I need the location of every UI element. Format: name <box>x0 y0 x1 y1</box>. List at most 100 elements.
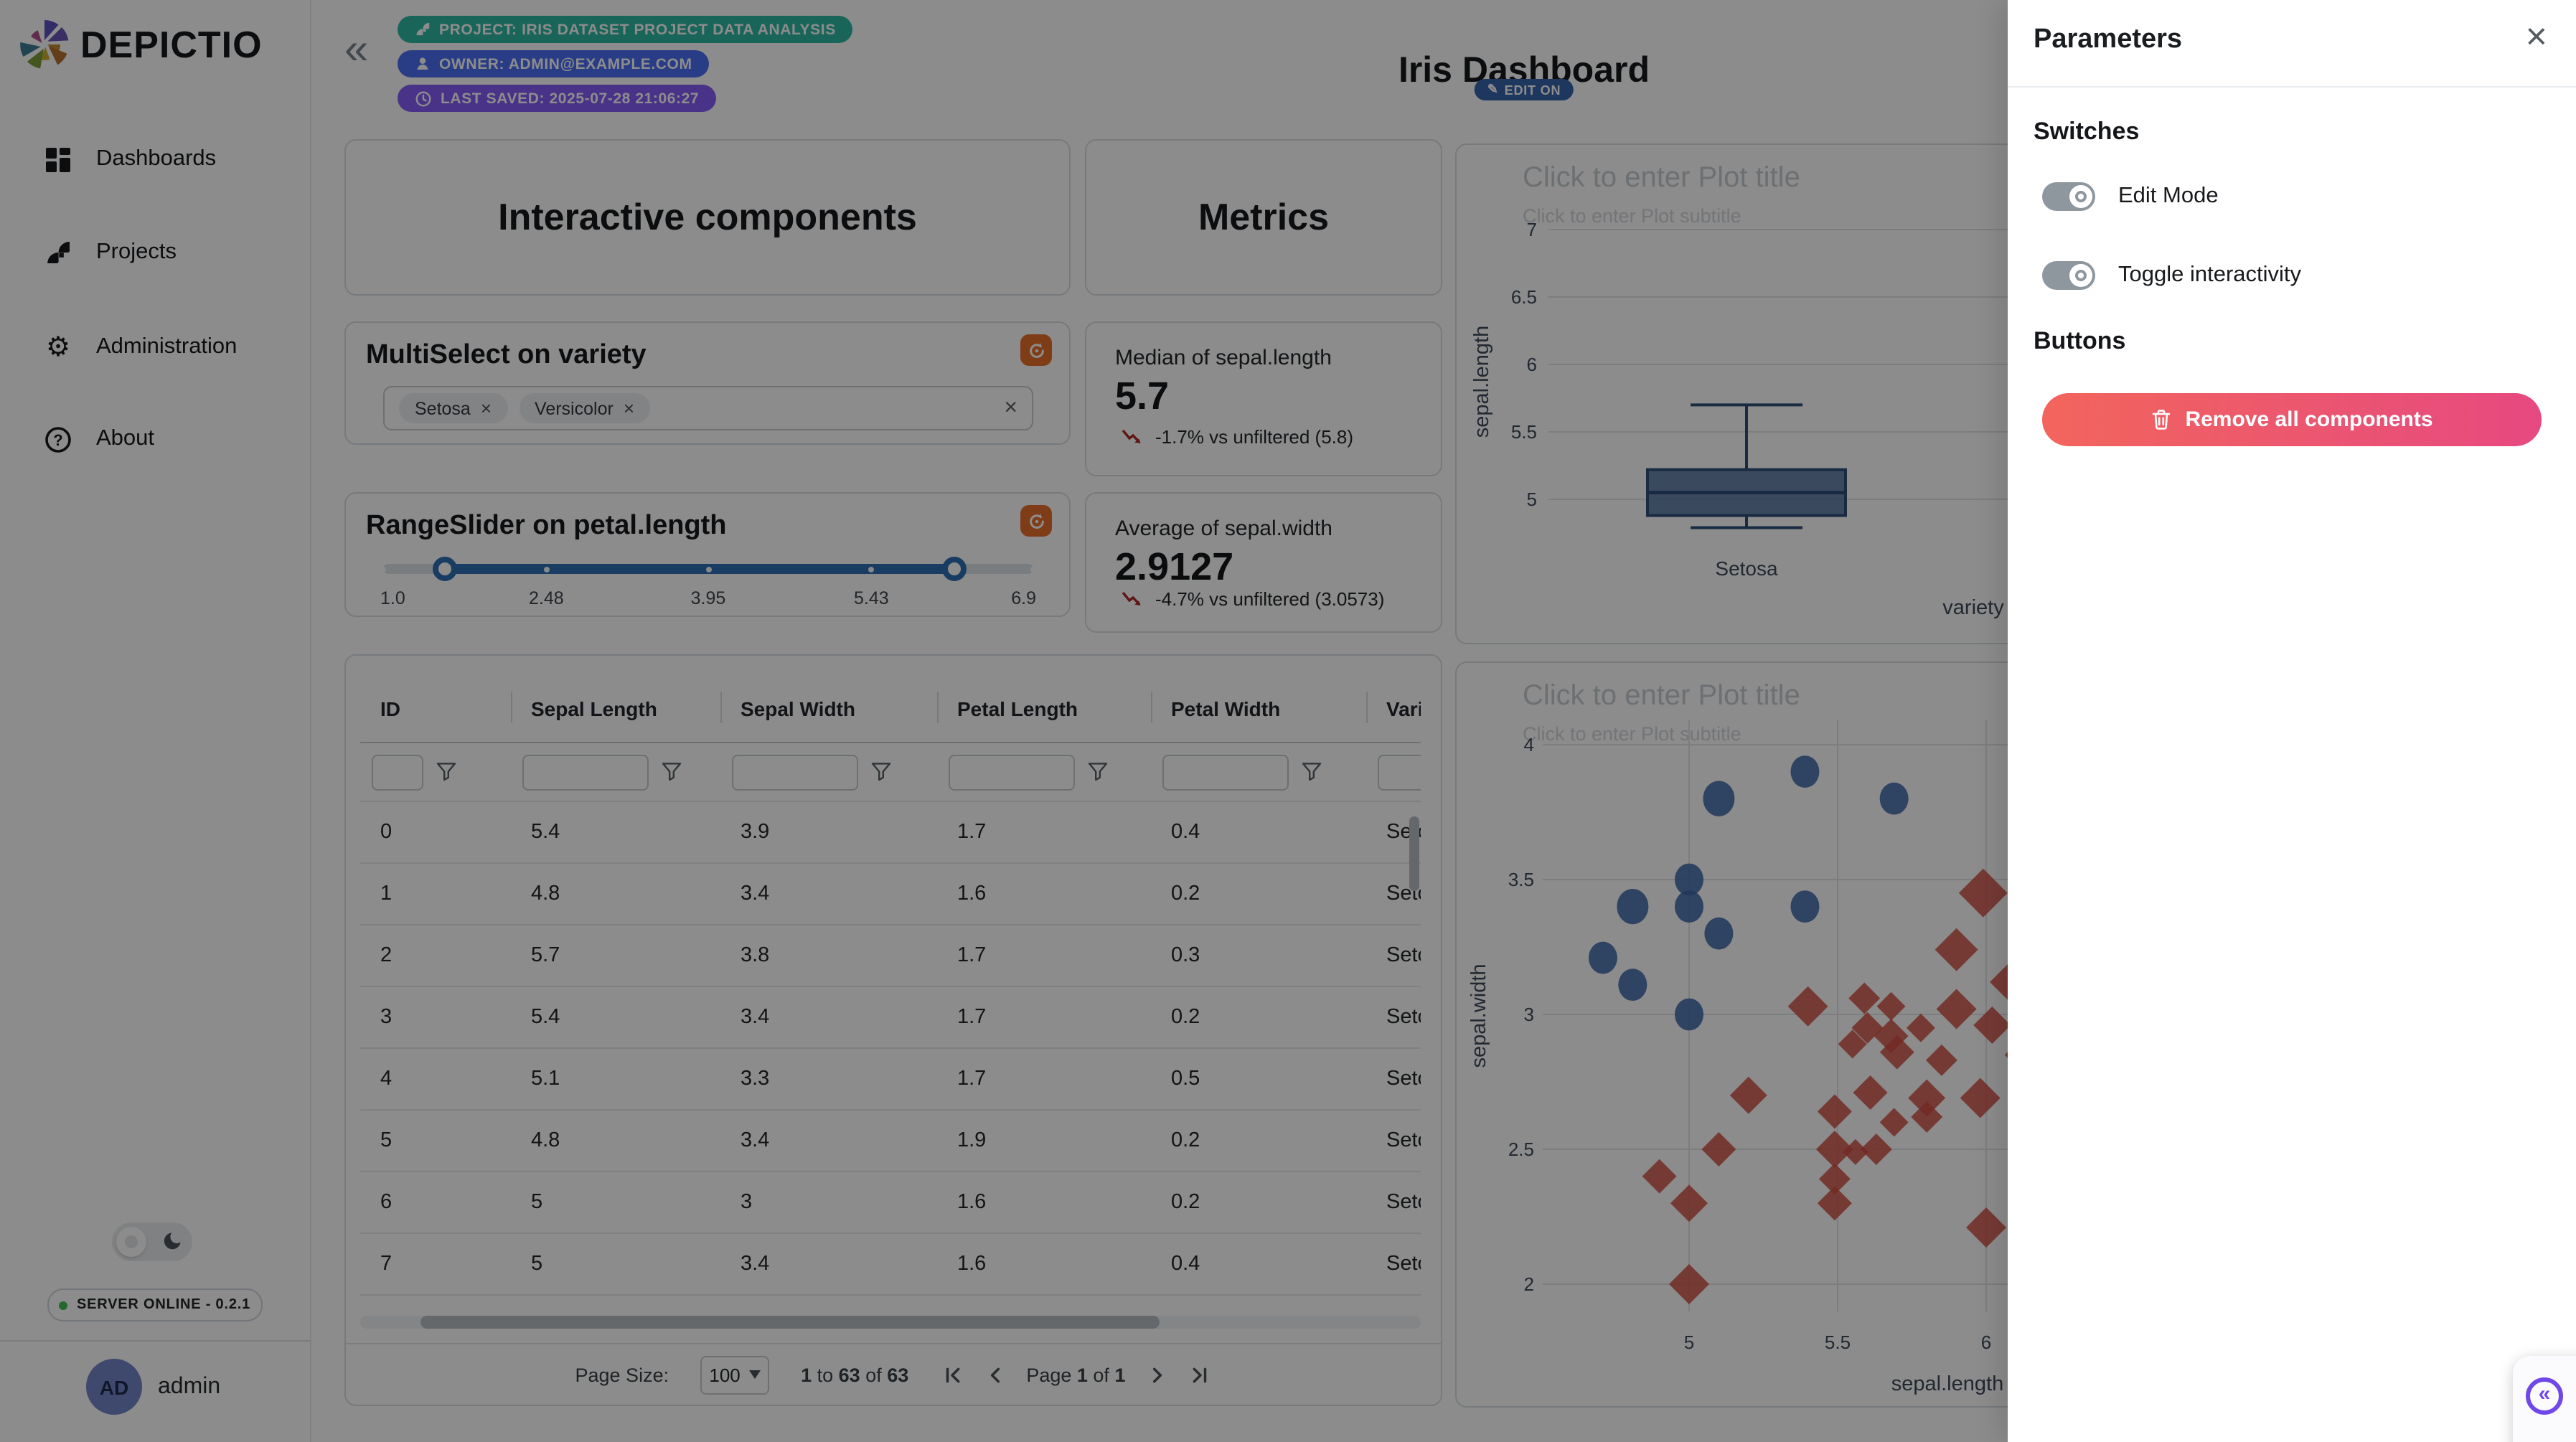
theme-toggle[interactable] <box>112 1222 192 1261</box>
filter-funnel-icon[interactable] <box>436 762 456 782</box>
filter-input-sepal-width[interactable] <box>732 754 858 790</box>
page-size-select[interactable]: 100 <box>700 1355 770 1394</box>
table-cell: 0.4 <box>1171 1253 1200 1276</box>
svg-text:3.5: 3.5 <box>1508 869 1534 890</box>
sun-icon <box>116 1227 146 1257</box>
drawer-collapse-card: « <box>2513 1356 2576 1442</box>
boxplot-chart[interactable]: 5 5.5 6 6.5 7 Setosa variety sepal.length <box>1457 145 2140 646</box>
table-cell: 3.4 <box>741 1129 770 1152</box>
reset-slider-button[interactable] <box>1020 505 1052 537</box>
filter-input-petal-width[interactable] <box>1162 754 1289 790</box>
reset-icon <box>1029 513 1043 528</box>
svg-text:2.5: 2.5 <box>1508 1139 1534 1160</box>
table-cell: Setosa <box>1386 1006 1421 1029</box>
table-row[interactable]: 14.83.41.60.2Setosa <box>360 864 1421 925</box>
reset-filter-button[interactable] <box>1020 334 1052 366</box>
multiselect-input[interactable]: Setosa × Versicolor × × <box>383 386 1033 430</box>
prev-page-button[interactable] <box>983 1363 1006 1386</box>
edit-mode-toggle[interactable] <box>2042 182 2095 211</box>
table-cell: 3.9 <box>741 821 770 844</box>
table-row[interactable]: 4 5.1 3.3 1.7 0.5 Setosa <box>360 1049 1421 1111</box>
column-header-sepal-length[interactable]: Sepal Length <box>511 676 720 742</box>
sidebar-item-label: About <box>96 426 155 451</box>
dashboards-grid-icon <box>43 144 73 174</box>
sidebar-item-projects[interactable]: Projects <box>43 227 177 278</box>
clear-selection-icon[interactable]: × <box>1004 395 1017 420</box>
trend-down-icon <box>1122 591 1141 605</box>
slider-mark-dot <box>868 566 875 572</box>
filter-funnel-icon[interactable] <box>662 762 682 782</box>
close-icon[interactable]: × <box>2525 14 2547 57</box>
slider-mark-label: 2.48 <box>529 588 564 608</box>
column-header-sepal-width[interactable]: Sepal Width <box>720 676 937 742</box>
chip-remove-icon[interactable]: × <box>480 397 492 419</box>
table-cell: 4.8 <box>531 882 560 905</box>
table-row[interactable]: 5 4.8 3.4 1.9 0.2 Setosa <box>360 1111 1421 1172</box>
sidebar: DEPICTIO Dashboards Projects ⚙ <box>0 0 311 1442</box>
plot-subtitle-placeholder[interactable]: Click to enter Plot subtitle <box>1523 205 1741 227</box>
table-row[interactable]: 3 5.4 3.4 1.7 0.2 Setosa <box>360 987 1421 1049</box>
slider-handle-max[interactable] <box>942 557 967 581</box>
first-page-button[interactable] <box>940 1363 963 1386</box>
slider-handle-min[interactable] <box>433 557 458 581</box>
filter-funnel-icon[interactable] <box>1302 762 1322 782</box>
horizontal-scrollbar-track <box>360 1316 1421 1329</box>
selected-chip-setosa[interactable]: Setosa × <box>399 393 508 423</box>
filter-input-id[interactable] <box>372 754 423 790</box>
table-row[interactable]: 6 5 3 1.6 0.2 Setosa <box>360 1172 1421 1234</box>
sidebar-collapse-icon[interactable]: « <box>344 26 369 73</box>
vertical-scrollbar[interactable] <box>1409 816 1419 891</box>
table-cell: 1.7 <box>957 944 987 967</box>
table-cell: 5.4 <box>531 821 560 844</box>
chip-label: Setosa <box>415 398 471 418</box>
sidebar-item-about[interactable]: ? About <box>43 413 154 465</box>
next-page-button[interactable] <box>1145 1363 1168 1386</box>
plot-subtitle-placeholder[interactable]: Click to enter Plot subtitle <box>1523 723 1741 745</box>
column-header-variety[interactable]: Variety <box>1366 676 1421 742</box>
filter-input-variety[interactable] <box>1378 754 1421 790</box>
svg-text:?: ? <box>53 430 62 448</box>
filter-funnel-icon[interactable] <box>871 762 891 782</box>
table-row[interactable]: 2 5.7 3.8 1.7 0.3 Setosa <box>360 925 1421 987</box>
slider-mark-dot <box>380 566 386 572</box>
table-cell: Setosa <box>1386 1068 1421 1090</box>
pagination-text-part: 63 <box>838 1364 860 1385</box>
filter-funnel-icon[interactable] <box>1088 762 1108 782</box>
table-scroll-area[interactable]: ID Sepal Length Sepal Width Petal Length Pet… <box>360 676 1421 1296</box>
remove-button-label: Remove all components <box>2185 407 2433 432</box>
sidebar-item-dashboards[interactable]: Dashboards <box>43 133 216 185</box>
horizontal-scrollbar[interactable] <box>420 1316 1160 1329</box>
column-header-id[interactable]: ID <box>380 697 400 720</box>
metric-delta-text: -1.7% vs unfiltered (5.8) <box>1155 426 1354 448</box>
table-cell: 5.7 <box>531 944 560 967</box>
filter-cell <box>937 754 1151 790</box>
pagination-text-part: 63 <box>887 1364 909 1385</box>
remove-all-components-button[interactable]: Remove all components <box>2042 393 2542 446</box>
plot-title-placeholder[interactable]: Click to enter Plot title <box>1523 680 1800 712</box>
toggle-thumb <box>2069 264 2092 287</box>
sidebar-item-administration[interactable]: ⚙ Administration <box>43 321 238 373</box>
app-logo[interactable]: DEPICTIO <box>17 17 263 72</box>
project-badge-text: PROJECT: IRIS DATASET PROJECT DATA ANALY… <box>439 21 836 38</box>
table-cell: 3.8 <box>741 944 770 967</box>
last-page-button[interactable] <box>1188 1363 1211 1386</box>
chip-remove-icon[interactable]: × <box>623 397 634 419</box>
table-row[interactable]: 7 5 3.4 1.6 0.4 Setosa <box>360 1234 1421 1296</box>
range-slider[interactable]: 1.0 2.48 3.95 5.43 6.9 <box>380 557 1036 608</box>
user-menu[interactable]: AD admin <box>86 1359 220 1415</box>
svg-text:3: 3 <box>1524 1004 1534 1025</box>
filter-input-sepal-length[interactable] <box>522 754 649 790</box>
column-header-petal-width[interactable]: Petal Width <box>1151 676 1366 742</box>
toggle-interactivity-toggle[interactable] <box>2042 261 2095 290</box>
table-cell: 0.2 <box>1171 1191 1200 1214</box>
selected-chip-versicolor[interactable]: Versicolor × <box>519 393 650 423</box>
table-cell: 5 <box>380 1129 392 1152</box>
column-header-petal-length[interactable]: Petal Length <box>937 676 1151 742</box>
pager: Page 1 of 1 <box>940 1363 1211 1386</box>
table-row[interactable]: 05.43.91.70.4Setosa <box>360 802 1421 864</box>
plot-title-placeholder[interactable]: Click to enter Plot title <box>1523 162 1800 194</box>
table-cell: 7 <box>380 1253 392 1276</box>
filter-input-petal-length[interactable] <box>949 754 1075 790</box>
collapse-panel-icon[interactable]: « <box>2526 1377 2563 1415</box>
table-cell: 0.2 <box>1171 882 1200 905</box>
